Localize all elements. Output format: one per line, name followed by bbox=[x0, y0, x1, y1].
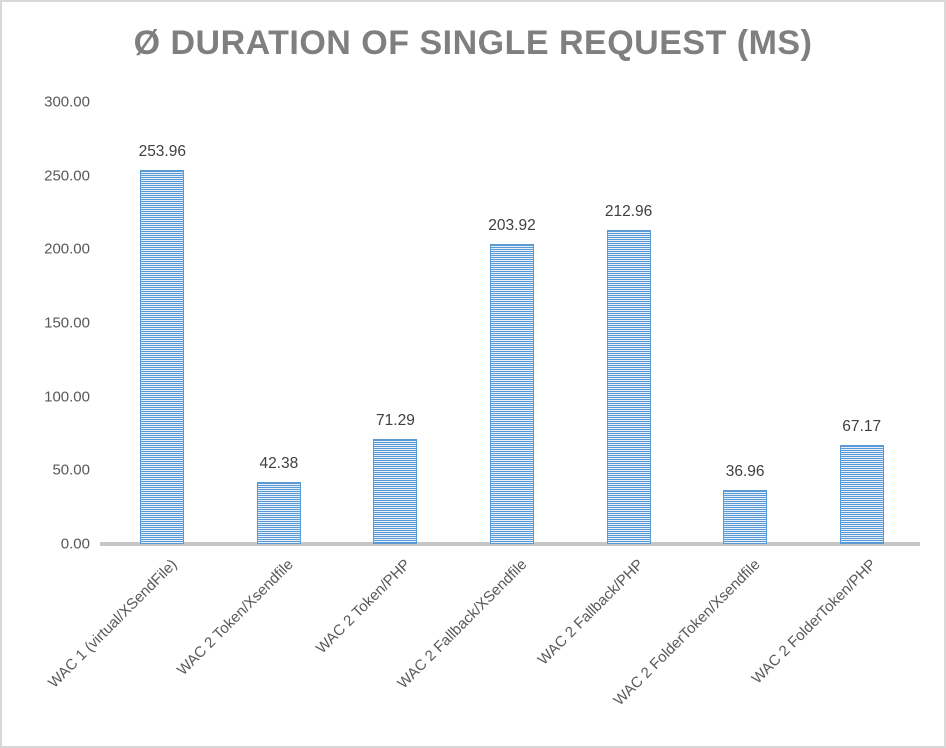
x-axis-category-label: WAC 1 (virtual/XSendFile) bbox=[44, 556, 181, 692]
y-axis-tick-label: 50.00 bbox=[52, 461, 90, 479]
bar-value-label: 71.29 bbox=[376, 411, 415, 429]
x-axis-category-label: WAC 2 Fallback/XSendfile bbox=[394, 556, 531, 693]
bar bbox=[490, 243, 534, 544]
y-axis-tick-label: 150.00 bbox=[44, 314, 90, 332]
x-axis-category-label: WAC 2 FolderToken/PHP bbox=[748, 556, 880, 688]
bar bbox=[140, 169, 185, 544]
bar-value-label: 42.38 bbox=[259, 454, 299, 472]
x-axis-category-label: WAC 2 Fallback/PHP bbox=[534, 556, 647, 669]
y-axis-tick-label: 200.00 bbox=[44, 240, 90, 258]
y-axis-tick-label: 0.00 bbox=[60, 535, 90, 553]
y-axis-tick-label: 250.00 bbox=[44, 167, 90, 185]
bar bbox=[606, 230, 651, 544]
bar bbox=[723, 489, 768, 544]
x-axis-category-label: WAC 2 Token/PHP bbox=[312, 556, 414, 658]
bar-value-label: 36.96 bbox=[725, 462, 765, 480]
bar-value-label: 67.17 bbox=[842, 418, 882, 436]
chart-title: Ø DURATION OF SINGLE REQUEST (MS) bbox=[133, 24, 813, 62]
x-axis-category-label: WAC 2 Token/Xsendfile bbox=[174, 556, 297, 679]
bar-value-label: 253.96 bbox=[138, 142, 186, 160]
bar bbox=[373, 438, 418, 544]
bar bbox=[256, 481, 301, 544]
y-axis-tick-label: 300.00 bbox=[44, 93, 90, 111]
bar-value-label: 203.92 bbox=[488, 216, 536, 234]
y-axis-tick-label: 100.00 bbox=[44, 388, 90, 406]
bar-value-label: 212.96 bbox=[604, 203, 653, 221]
bar bbox=[839, 445, 884, 544]
x-axis-line bbox=[100, 542, 920, 546]
